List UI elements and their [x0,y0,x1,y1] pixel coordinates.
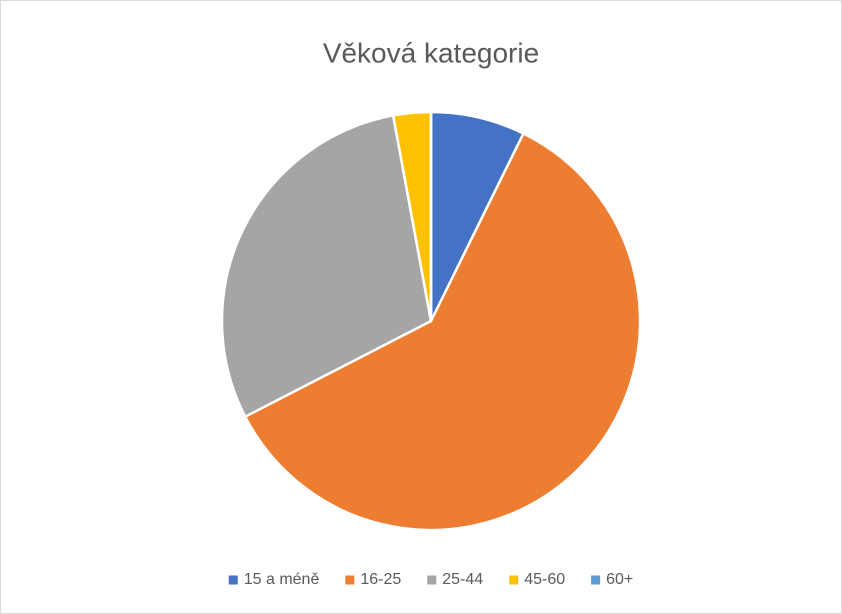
pie-slice [243,132,642,532]
chart-title: Věková kategorie [323,37,539,68]
legend-swatch [345,575,355,585]
legend-swatch [228,575,238,585]
legend-label: 16-25 [360,571,401,588]
legend-label: 60+ [606,571,633,588]
legend-label: 25-44 [442,571,483,588]
pie-slice [220,114,433,418]
legend-swatch [509,575,519,585]
legend-label: 45-60 [524,571,565,588]
legend-label: 15 a méně [244,571,320,588]
legend-swatch [591,575,601,585]
legend-swatch [427,575,437,585]
